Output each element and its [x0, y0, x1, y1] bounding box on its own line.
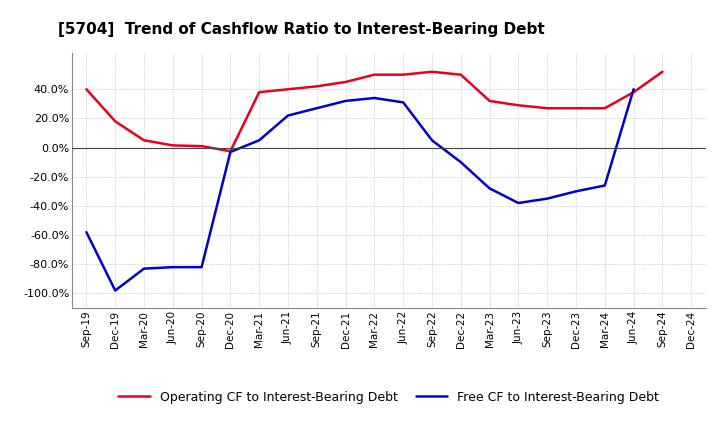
Operating CF to Interest-Bearing Debt: [111, 119, 120, 124]
Free CF to Interest-Bearing Debt: [226, 149, 235, 154]
Free CF to Interest-Bearing Debt: [255, 138, 264, 143]
Free CF to Interest-Bearing Debt: [140, 266, 148, 271]
Line: Operating CF to Interest-Bearing Debt: Operating CF to Interest-Bearing Debt: [86, 72, 662, 151]
Free CF to Interest-Bearing Debt: [370, 95, 379, 101]
Operating CF to Interest-Bearing Debt: [168, 143, 177, 148]
Free CF to Interest-Bearing Debt: [312, 106, 321, 111]
Free CF to Interest-Bearing Debt: [82, 230, 91, 235]
Free CF to Interest-Bearing Debt: [341, 98, 350, 103]
Operating CF to Interest-Bearing Debt: [370, 72, 379, 77]
Free CF to Interest-Bearing Debt: [456, 160, 465, 165]
Free CF to Interest-Bearing Debt: [600, 183, 609, 188]
Free CF to Interest-Bearing Debt: [485, 186, 494, 191]
Operating CF to Interest-Bearing Debt: [399, 72, 408, 77]
Free CF to Interest-Bearing Debt: [514, 200, 523, 205]
Free CF to Interest-Bearing Debt: [111, 288, 120, 293]
Operating CF to Interest-Bearing Debt: [514, 103, 523, 108]
Operating CF to Interest-Bearing Debt: [600, 106, 609, 111]
Operating CF to Interest-Bearing Debt: [456, 72, 465, 77]
Text: [5704]  Trend of Cashflow Ratio to Interest-Bearing Debt: [5704] Trend of Cashflow Ratio to Intere…: [58, 22, 544, 37]
Operating CF to Interest-Bearing Debt: [341, 79, 350, 84]
Operating CF to Interest-Bearing Debt: [197, 143, 206, 149]
Operating CF to Interest-Bearing Debt: [572, 106, 580, 111]
Operating CF to Interest-Bearing Debt: [255, 89, 264, 95]
Free CF to Interest-Bearing Debt: [543, 196, 552, 201]
Operating CF to Interest-Bearing Debt: [226, 149, 235, 154]
Free CF to Interest-Bearing Debt: [629, 87, 638, 92]
Operating CF to Interest-Bearing Debt: [485, 98, 494, 103]
Operating CF to Interest-Bearing Debt: [629, 89, 638, 95]
Free CF to Interest-Bearing Debt: [572, 189, 580, 194]
Operating CF to Interest-Bearing Debt: [543, 106, 552, 111]
Operating CF to Interest-Bearing Debt: [82, 87, 91, 92]
Free CF to Interest-Bearing Debt: [284, 113, 292, 118]
Free CF to Interest-Bearing Debt: [428, 138, 436, 143]
Operating CF to Interest-Bearing Debt: [312, 84, 321, 89]
Line: Free CF to Interest-Bearing Debt: Free CF to Interest-Bearing Debt: [86, 89, 634, 290]
Legend: Operating CF to Interest-Bearing Debt, Free CF to Interest-Bearing Debt: Operating CF to Interest-Bearing Debt, F…: [113, 386, 665, 409]
Operating CF to Interest-Bearing Debt: [140, 138, 148, 143]
Operating CF to Interest-Bearing Debt: [658, 69, 667, 74]
Free CF to Interest-Bearing Debt: [399, 100, 408, 105]
Operating CF to Interest-Bearing Debt: [428, 69, 436, 74]
Free CF to Interest-Bearing Debt: [168, 264, 177, 270]
Free CF to Interest-Bearing Debt: [197, 264, 206, 270]
Operating CF to Interest-Bearing Debt: [284, 87, 292, 92]
